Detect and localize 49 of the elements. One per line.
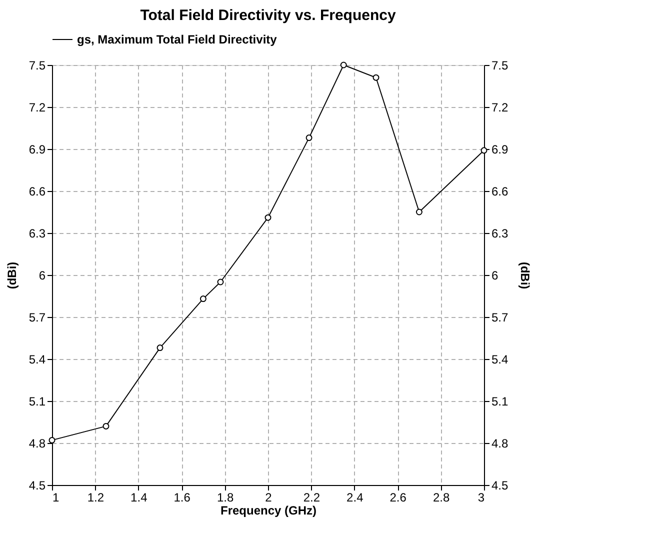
y-tick-label: 7.5 — [28, 58, 46, 72]
point — [102, 422, 110, 430]
y2-tick-label: 7.5 — [492, 58, 509, 72]
y2-tick-label: 5.7 — [492, 310, 509, 324]
point — [156, 344, 164, 352]
y-tick-label: 7.2 — [28, 100, 46, 114]
y-tick-label: 4.5 — [28, 478, 46, 492]
point — [480, 147, 488, 154]
point — [416, 208, 422, 216]
x-tick-label: 3 — [478, 490, 485, 504]
x-tick-label: 2.8 — [432, 490, 450, 504]
x-tick-label: 2.6 — [390, 490, 407, 504]
y-tick-label: 4.8 — [28, 436, 46, 450]
y2-tick-label: 6.3 — [492, 226, 509, 240]
y2-tick-label: 4.8 — [492, 436, 509, 450]
chart-title: Total Field Directivity vs. Frequency — [140, 7, 396, 24]
y2-tick-label: 6 — [492, 268, 498, 282]
y-tick-label: 5.4 — [28, 352, 46, 366]
x-tick-label: 2.2 — [303, 490, 320, 504]
y2-tick-label: 5.4 — [492, 352, 509, 366]
y2-axis-title: (dBi) — [518, 262, 532, 290]
x-tick-label: 2 — [265, 490, 272, 504]
y2-tick-label: 4.5 — [492, 478, 509, 492]
y-tick-label: 6.3 — [28, 226, 46, 240]
point — [372, 74, 380, 81]
y-axis-title: (dBi) — [4, 262, 19, 290]
y-tick-label: 6.9 — [28, 142, 46, 156]
legend-label: gs, Maximum Total Field Directivity — [77, 32, 278, 46]
y2-tick-label: 6.9 — [492, 142, 509, 156]
point — [200, 296, 206, 302]
point — [264, 214, 272, 221]
y-tick-label: 5.1 — [28, 394, 46, 408]
y2-tick-label: 6.6 — [492, 184, 509, 198]
point — [306, 134, 312, 142]
point — [217, 278, 224, 286]
x-axis-title: Frequency (GHz) — [220, 504, 317, 518]
point — [48, 436, 56, 444]
y2-tick-label: 5.1 — [492, 394, 509, 408]
y-tick-label: 6 — [38, 268, 46, 282]
y-tick-label: 5.7 — [28, 310, 46, 324]
x-tick-label: 1.8 — [216, 490, 234, 504]
x-tick-label: 2.4 — [346, 490, 364, 504]
x-tick-label: 1.6 — [174, 490, 191, 504]
x-tick-label: 1 — [52, 490, 60, 504]
y2-tick-label: 7.2 — [492, 100, 509, 114]
x-tick-label: 1.4 — [130, 490, 148, 504]
point — [340, 62, 347, 68]
x-tick-label: 1.2 — [87, 490, 104, 504]
y-tick-label: 6.6 — [28, 184, 46, 198]
